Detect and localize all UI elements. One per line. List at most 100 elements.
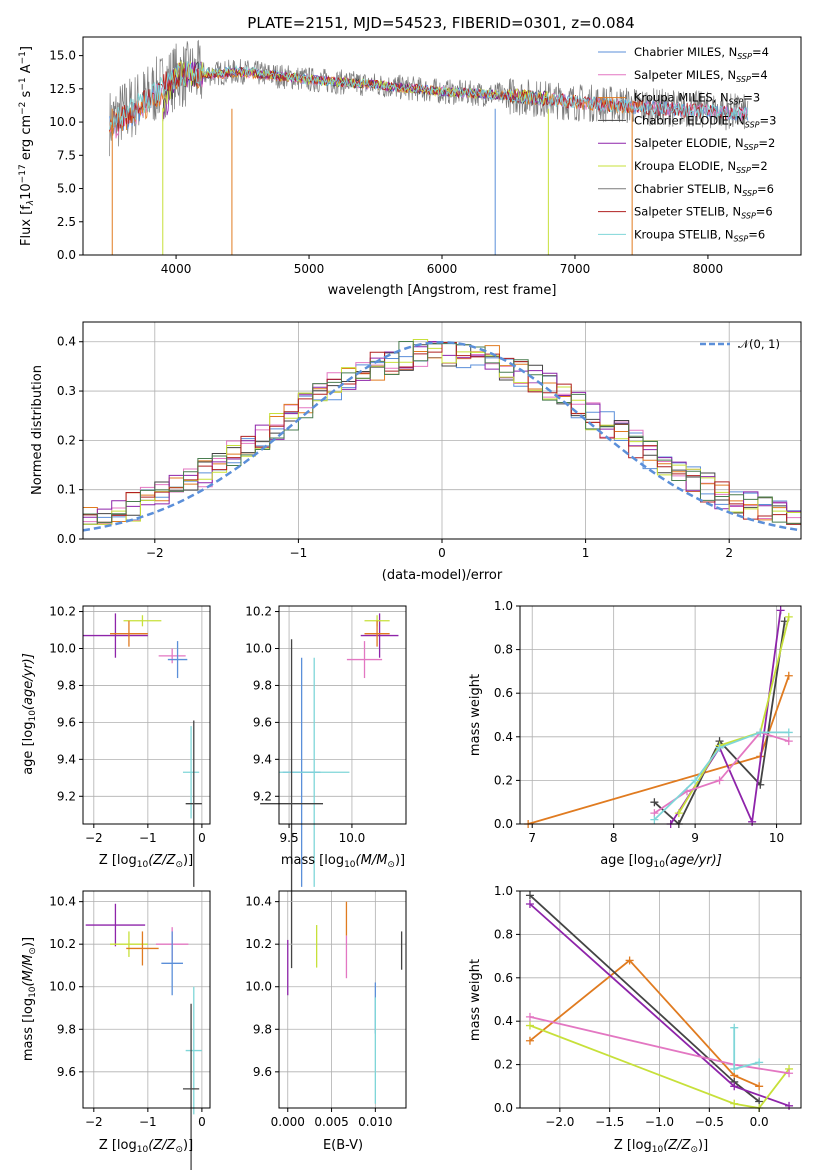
y-tick-label: 9.6 xyxy=(57,1065,76,1079)
age-vs-z-panel: −2 −1 0 9.2 9.4 9.6 9.8 10.0 10.2 Z [log10(Z/Z⊙… xyxy=(21,605,211,887)
legend-label: Salpeter STELIB, N xyxy=(634,205,741,219)
legend-entry: Salpeter STELIB, NSSP=6 xyxy=(634,205,773,221)
spectrum-title: PLATE=2151, MJD=54523, FIBERID=0301, z=0… xyxy=(247,14,634,32)
spectrum-series-line xyxy=(109,61,749,130)
legend-sub: SSP xyxy=(745,120,760,129)
y-tick-label: 9.8 xyxy=(57,678,76,692)
mass-ebv-grid xyxy=(279,891,406,1108)
y-tick-label: 0.0 xyxy=(57,248,76,262)
age-mass-xlabel: mass [log10(M/M⊙)] xyxy=(281,853,405,870)
plus-marker xyxy=(650,798,659,807)
legend-value: =4 xyxy=(752,45,769,59)
y-tick-label: 0.2 xyxy=(494,1058,513,1072)
mw-age-plot-area xyxy=(524,606,793,828)
hist-step-series xyxy=(83,341,801,525)
x-tick-label: 0.000 xyxy=(271,1115,305,1129)
legend-label: Salpeter MILES, N xyxy=(634,68,736,82)
x-tick-label: 10.0 xyxy=(339,831,366,845)
plus-marker xyxy=(730,1099,739,1108)
legend-entry: Chabrier STELIB, NSSP=6 xyxy=(634,182,774,198)
mass-ebv-yticks: 9.6 9.8 10.0 10.2 10.4 xyxy=(245,895,279,1079)
legend-entry: Chabrier MILES, NSSP=4 xyxy=(634,45,769,61)
y-tick-label: 9.4 xyxy=(253,752,272,766)
plus-marker xyxy=(784,612,793,621)
age-z-xlabel: Z [log10(Z/Z⊙)] xyxy=(99,853,193,870)
plus-marker xyxy=(730,1023,739,1032)
legend-entry: Salpeter ELODIE, NSSP=2 xyxy=(634,136,775,152)
legend-label: Kroupa STELIB, N xyxy=(634,227,734,241)
mass-weight-vs-age-panel: 7 8 9 10 0.0 0.2 0.4 0.6 0.8 1.0 age [log10(age/… xyxy=(468,599,802,870)
y-tick-label: 7.5 xyxy=(57,148,76,162)
plus-marker xyxy=(784,737,793,746)
mw-z-plot-area xyxy=(525,891,794,1112)
legend-value: =3 xyxy=(743,91,760,105)
y-tick-label: 10.2 xyxy=(245,605,272,619)
plus-marker xyxy=(730,1082,739,1091)
legend-sub: SSP xyxy=(742,189,757,198)
mass-vs-ebv-panel: 0.000 0.005 0.010 9.6 9.8 10.0 10.2 10.4 E(B-V… xyxy=(245,890,407,1153)
mass-z-plot-area xyxy=(85,903,202,1170)
y-tick-label: 1.0 xyxy=(494,599,513,613)
mw-age-yticks: 0.0 0.2 0.4 0.6 0.8 1.0 xyxy=(494,599,520,831)
mass-vs-z-panel: −2 −1 0 9.6 9.8 10.0 10.2 10.4 Z [log10(Z/Z⊙)]… xyxy=(21,890,211,1170)
mass-z-ylabel: mass [log10(M/M⊙)] xyxy=(21,937,38,1061)
legend-sub: SSP xyxy=(734,234,749,243)
x-tick-label: −2.0 xyxy=(545,1115,574,1129)
plus-marker xyxy=(525,1012,534,1021)
y-tick-label: 9.8 xyxy=(57,1022,76,1036)
y-tick-label: 10.4 xyxy=(245,895,272,909)
x-tick-label: −0.5 xyxy=(695,1115,724,1129)
plus-marker xyxy=(625,956,634,965)
age-mass-xticks: 9.5 10.0 xyxy=(280,824,366,845)
x-tick-label: 10 xyxy=(769,831,784,845)
mass-ebv-frame xyxy=(278,890,407,1109)
y-tick-label: 0.2 xyxy=(57,433,76,447)
plus-marker xyxy=(748,817,757,826)
legend-label: Kroupa MILES, N xyxy=(634,91,729,105)
plus-marker xyxy=(756,728,765,737)
age-mass-yticks: 9.2 9.4 9.6 9.8 10.0 10.2 xyxy=(245,605,279,803)
age-vs-mass-panel: 9.5 10.0 9.2 9.4 9.6 9.8 10.0 10.2 mass [log10… xyxy=(245,605,407,969)
spectrum-plot-area xyxy=(109,39,749,255)
legend-sub: SSP xyxy=(741,212,756,221)
legend-label: Chabrier STELIB, N xyxy=(634,182,742,196)
y-tick-label: 0.0 xyxy=(57,532,76,546)
series-line xyxy=(529,959,760,1088)
x-tick-label: −2 xyxy=(85,1115,103,1129)
x-tick-label: 9.5 xyxy=(280,831,299,845)
plus-marker xyxy=(755,1058,764,1067)
y-tick-label: 10.0 xyxy=(245,980,272,994)
plus-marker xyxy=(525,900,534,909)
residual-histogram-panel: −2 −1 0 1 2 0.0 0.1 0.2 0.3 0.4 (data-model)/err… xyxy=(30,321,802,583)
y-tick-label: 10.2 xyxy=(49,937,76,951)
y-tick-label: 9.2 xyxy=(57,789,76,803)
legend-sub: SSP xyxy=(736,75,751,84)
legend-value: =2 xyxy=(751,159,768,173)
y-tick-label: 0.8 xyxy=(494,643,513,657)
hist-plot-area xyxy=(82,339,802,532)
x-tick-label: −2 xyxy=(146,546,164,560)
legend-value: =4 xyxy=(751,68,768,82)
mass-ebv-xticks: 0.000 0.005 0.010 xyxy=(271,1108,393,1129)
legend-entry: Kroupa MILES, NSSP=3 xyxy=(634,91,760,107)
mw-z-frame xyxy=(519,890,802,1109)
y-tick-label: 9.6 xyxy=(253,715,272,729)
spectrum-ylabel: Flux [fλ10−17 erg cm−2 s−1 A−1] xyxy=(18,46,36,246)
y-tick-label: 0.8 xyxy=(494,927,513,941)
hist-yticks: 0.0 0.1 0.2 0.3 0.4 xyxy=(57,335,83,546)
mw-z-xticks: −2.0 −1.5 −1.0 −0.5 0.0 xyxy=(545,1108,769,1129)
x-tick-label: 9 xyxy=(691,831,699,845)
legend-sub: SSP xyxy=(736,166,751,175)
spectrum-panel: PLATE=2151, MJD=54523, FIBERID=0301, z=0… xyxy=(18,14,802,298)
legend-label: Salpeter ELODIE, N xyxy=(634,136,744,150)
plus-marker xyxy=(525,1036,534,1045)
age-z-yticks: 9.2 9.4 9.6 9.8 10.0 10.2 xyxy=(49,605,83,803)
plus-marker xyxy=(650,815,659,824)
legend-label: Chabrier ELODIE, N xyxy=(634,113,745,127)
mw-age-xticks: 7 8 9 10 xyxy=(528,824,784,845)
hist-xlabel: (data-model)/error xyxy=(382,568,503,583)
gaussian-legend-label: 𝒩(0, 1) xyxy=(738,337,780,351)
x-tick-label: −1.5 xyxy=(595,1115,624,1129)
plus-marker xyxy=(715,743,724,752)
plus-marker xyxy=(730,1064,739,1073)
